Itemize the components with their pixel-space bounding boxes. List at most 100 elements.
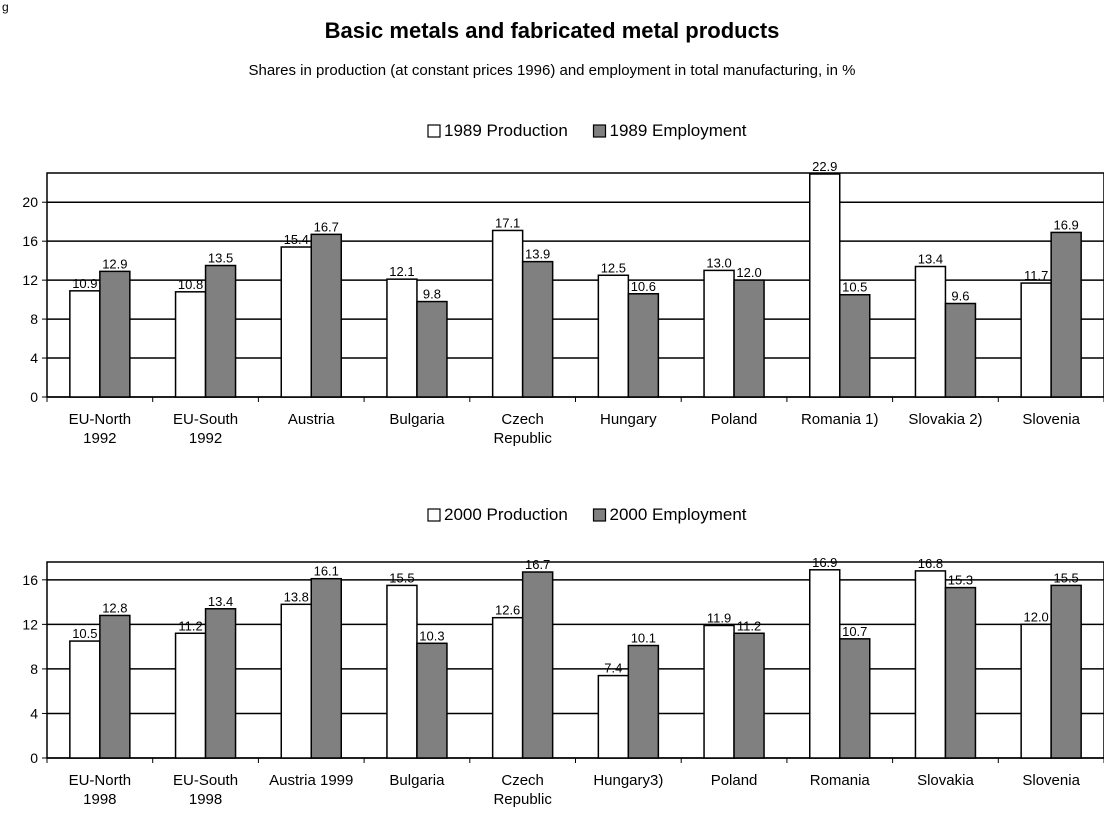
data-label: 15.4 <box>284 232 309 247</box>
x-tick-label: Slovakia 2) <box>908 411 982 428</box>
data-label: 16.9 <box>1053 217 1078 232</box>
x-tick-label: Hungary <box>600 411 657 428</box>
legend-label-employment: 1989 Employment <box>610 121 747 140</box>
production-bar <box>386 584 418 759</box>
data-label: 10.6 <box>631 279 656 294</box>
production-bar <box>174 291 207 398</box>
data-label: 17.1 <box>495 215 520 230</box>
x-tick-label: Slovenia <box>1022 411 1080 428</box>
x-tick-label: EU-North 1998 <box>69 772 132 808</box>
employment-bar <box>733 632 765 759</box>
production-bar <box>69 640 101 759</box>
data-label: 13.0 <box>706 255 731 270</box>
employment-bar <box>944 586 977 759</box>
y-axis: 0 4 8 12 16 20 <box>22 194 47 405</box>
y-tick-label: 12 <box>22 616 38 632</box>
production-bar <box>809 569 841 759</box>
y-tick-label: 12 <box>22 272 38 288</box>
production-bar <box>174 632 207 759</box>
data-label: 10.8 <box>178 277 203 292</box>
production-bar <box>1020 623 1052 759</box>
figure-label: g <box>2 0 9 14</box>
legend: 1989 Production 1989 Employment <box>427 121 747 140</box>
employment-bar <box>839 293 871 398</box>
production-bar <box>914 570 947 759</box>
data-label: 11.7 <box>1024 268 1048 283</box>
y-tick-label: 20 <box>22 194 38 210</box>
x-tick-label: Romania <box>810 772 871 789</box>
x-tick-label: EU-South 1998 <box>173 772 238 808</box>
x-tick-label: Czech Republic <box>493 772 552 808</box>
employment-bar <box>944 302 977 398</box>
production-bar <box>280 246 312 398</box>
data-label: 10.9 <box>72 276 97 291</box>
data-label: 16.7 <box>525 557 550 572</box>
employment-bar <box>627 644 660 759</box>
data-label: 9.6 <box>951 289 969 304</box>
data-label: 9.8 <box>423 287 441 302</box>
y-tick-label: 0 <box>30 389 38 405</box>
x-tick-label: Bulgaria <box>389 411 445 428</box>
production-bar <box>597 274 630 398</box>
data-label: 10.3 <box>419 628 444 643</box>
chart-title: Basic metals and fabricated metal produc… <box>324 18 780 43</box>
data-label: 12.5 <box>601 260 626 275</box>
production-bar <box>280 603 312 759</box>
employment-bar <box>204 264 237 398</box>
x-tick-label: Austria <box>288 411 335 428</box>
production-bar <box>386 278 418 398</box>
x-tick-label: Hungary3) <box>593 772 663 789</box>
data-label: 10.5 <box>72 626 97 641</box>
data-label: 7.4 <box>604 661 622 676</box>
employment-bar <box>99 614 131 759</box>
legend: 2000 Production 2000 Employment <box>427 505 747 524</box>
data-label: 11.2 <box>178 618 202 633</box>
data-label: 12.0 <box>736 265 761 280</box>
data-label: 13.4 <box>918 251 943 266</box>
data-label: 13.5 <box>208 251 233 266</box>
x-tick-label: Poland <box>711 411 758 428</box>
production-bar <box>703 269 735 398</box>
production-bar <box>491 616 524 759</box>
data-label: 16.1 <box>314 564 339 579</box>
x-tick-label: Slovenia <box>1022 772 1080 789</box>
employment-bar <box>310 577 342 759</box>
data-label: 13.9 <box>525 247 550 262</box>
data-label: 13.4 <box>208 594 233 609</box>
data-label: 13.8 <box>284 589 309 604</box>
x-tick-label: Romania 1) <box>801 411 879 428</box>
legend-label-employment: 2000 Employment <box>610 505 747 524</box>
production-bar <box>597 674 630 759</box>
x-tick-label: Bulgaria <box>389 772 445 789</box>
employment-bar <box>521 571 554 759</box>
data-label: 11.2 <box>737 618 761 633</box>
employment-bar <box>1050 584 1082 759</box>
employment-bar <box>839 638 871 759</box>
legend-swatch-employment <box>592 124 607 138</box>
employment-bar <box>416 300 448 398</box>
legend-label-production: 1989 Production <box>444 121 568 140</box>
x-tick-label: Poland <box>711 772 758 789</box>
employment-bar <box>1050 231 1082 398</box>
production-bar <box>703 624 735 759</box>
production-bar <box>1020 282 1052 398</box>
data-label: 12.9 <box>102 256 127 271</box>
data-label: 12.8 <box>102 600 127 615</box>
x-tick-label: EU-North 1992 <box>69 411 132 447</box>
production-bar <box>491 229 524 398</box>
chart-2000: 2000 Production 2000 Employment 0 4 8 12 16 10.… <box>22 505 1104 808</box>
x-tick-label: Czech Republic <box>493 411 552 447</box>
y-tick-label: 16 <box>22 233 38 249</box>
data-label: 15.5 <box>389 570 414 585</box>
data-label: 11.9 <box>707 610 731 625</box>
y-tick-label: 8 <box>30 311 38 327</box>
employment-bar <box>733 279 765 398</box>
data-label: 10.5 <box>842 280 867 295</box>
data-label: 15.3 <box>948 573 973 588</box>
x-tick-label: Austria 1999 <box>269 772 353 789</box>
data-label: 22.9 <box>812 159 837 174</box>
y-axis: 0 4 8 12 16 <box>22 572 47 766</box>
y-tick-label: 4 <box>30 705 38 721</box>
production-bar <box>914 265 947 398</box>
employment-bar <box>416 642 448 759</box>
